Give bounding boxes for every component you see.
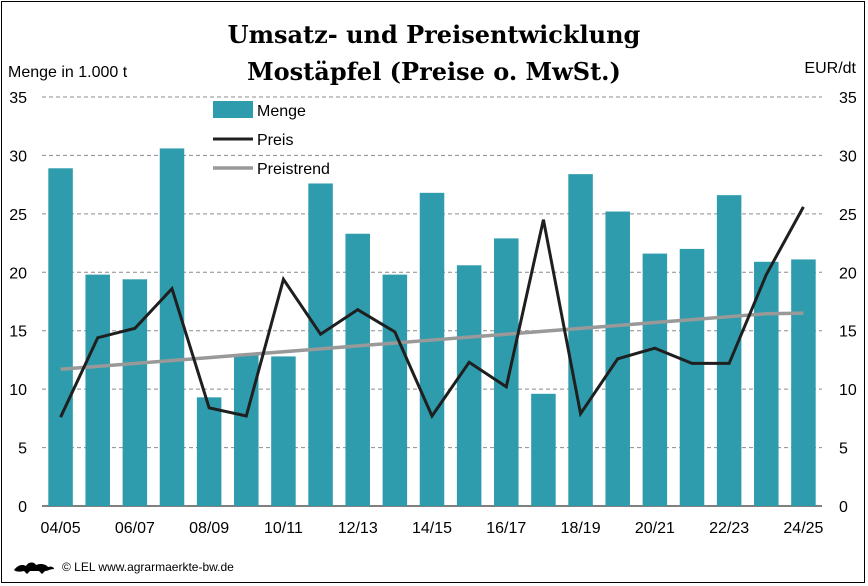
bar-menge: [345, 233, 370, 507]
x-tick-label: 04/05: [41, 520, 81, 537]
line-preis: [59, 206, 805, 420]
x-tick-label: 08/09: [189, 520, 229, 537]
bar-menge: [531, 393, 556, 506]
bar-menge: [456, 265, 482, 506]
y-tick-label-right: 10: [839, 382, 857, 399]
y-tick-label-left: 35: [9, 90, 27, 107]
bar-menge: [568, 174, 593, 506]
lion-logo-icon: [14, 562, 54, 574]
bar-menge: [419, 192, 445, 506]
bar-menge: [48, 168, 73, 507]
x-tick-label: 14/15: [412, 520, 452, 537]
bar-menge: [642, 253, 668, 506]
x-tick-label: 24/25: [783, 520, 823, 537]
y-tick-label-left: 5: [18, 441, 27, 458]
bar-menge: [754, 261, 779, 506]
chart-subtitle: Mostäpfel (Preise o. MwSt.): [247, 57, 621, 86]
y-tick-label-right: 25: [839, 207, 857, 224]
y-axis-left-label: Menge in 1.000 t: [8, 64, 128, 81]
y-tick-label-right: 5: [839, 441, 848, 458]
legend-label: Preistrend: [257, 161, 330, 178]
bar-menge: [494, 238, 519, 506]
y-tick-label-right: 35: [839, 90, 857, 107]
x-tick-label: 06/07: [115, 520, 155, 537]
x-tick-label: 18/19: [561, 520, 601, 537]
chart-title: Umsatz- und Preisentwicklung: [227, 20, 641, 49]
bar-menge: [85, 274, 110, 506]
bar-menge: [791, 259, 816, 506]
bar-menge: [234, 354, 259, 506]
y-tick-label-left: 10: [9, 382, 27, 399]
legend-swatch-menge: [213, 101, 253, 118]
bar-menge: [716, 195, 742, 506]
bar-menge: [679, 248, 705, 506]
y-tick-label-left: 20: [9, 265, 27, 282]
bar-menge: [159, 148, 185, 506]
x-tick-label: 22/23: [709, 520, 749, 537]
bar-menge: [122, 279, 148, 506]
x-tick-label: 10/11: [264, 520, 303, 537]
bar-menge: [308, 183, 333, 506]
bar-menge: [271, 356, 296, 506]
footer-text: © LEL www.agrarmaerkte-bw.de: [62, 560, 234, 574]
y-axis-right-label: EUR/dt: [804, 60, 856, 77]
y-tick-label-right: 30: [839, 148, 857, 165]
footer: © LEL www.agrarmaerkte-bw.de: [12, 559, 234, 575]
x-tick-label: 12/13: [338, 520, 378, 537]
y-tick-label-right: 15: [839, 324, 857, 341]
y-tick-label-right: 0: [839, 499, 848, 516]
x-tick-label: 20/21: [635, 520, 675, 537]
legend-label: Preis: [257, 132, 293, 149]
bar-menge: [382, 274, 408, 506]
y-tick-label-left: 30: [9, 148, 27, 165]
y-tick-label-left: 25: [9, 207, 27, 224]
line-preistrend: [60, 311, 804, 372]
y-tick-label-right: 20: [839, 265, 857, 282]
bar-menge: [196, 397, 222, 506]
y-tick-label-left: 0: [18, 499, 27, 516]
x-tick-label: 16/17: [486, 520, 526, 537]
legend-label: Menge: [257, 103, 306, 120]
y-tick-label-left: 15: [9, 324, 27, 341]
